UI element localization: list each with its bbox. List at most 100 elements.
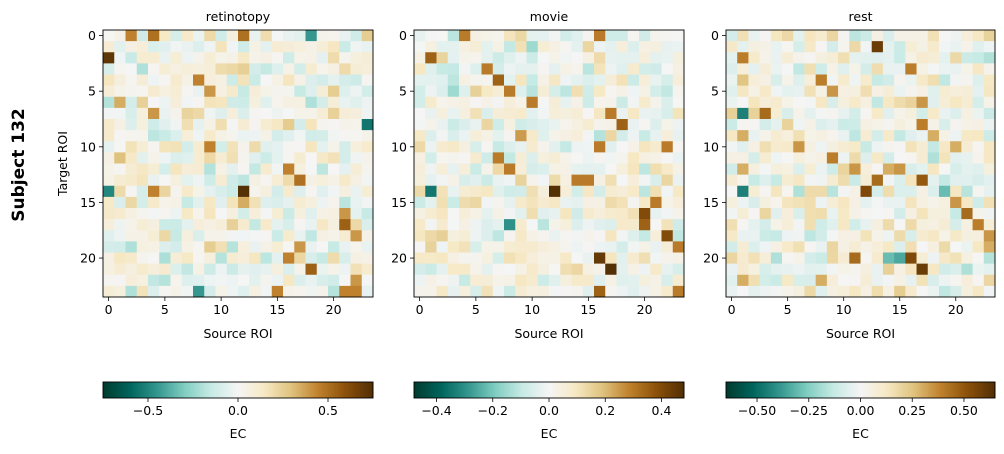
heatmap-cell: [425, 119, 437, 131]
heatmap-cell: [927, 263, 940, 276]
colorbar-segment: [925, 382, 929, 398]
heatmap-cell: [249, 74, 261, 86]
heatmap-cell: [950, 52, 962, 64]
heatmap-cell: [294, 63, 306, 75]
heatmap-cell: [838, 174, 850, 187]
colorbar-segment: [770, 382, 774, 398]
heatmap-cell: [726, 141, 738, 153]
heatmap-cell: [950, 285, 962, 298]
heatmap-cell: [249, 163, 261, 175]
heatmap-cell: [793, 52, 805, 64]
heatmap-cell: [515, 252, 527, 264]
heatmap-cell: [672, 263, 685, 276]
heatmap-cell: [193, 263, 205, 276]
heatmap-cell: [350, 241, 363, 253]
heatmap-cell: [425, 263, 437, 276]
heatmap-cell: [181, 63, 194, 75]
heatmap-cell: [905, 52, 917, 64]
colorbar-segment: [795, 382, 799, 398]
heatmap-cell: [726, 41, 738, 53]
colorbar-segment: [526, 382, 530, 398]
heatmap-cell: [271, 219, 284, 231]
colorbar-segment: [107, 382, 111, 398]
heatmap-cell: [961, 174, 973, 187]
colorbar-segment: [934, 382, 938, 398]
heatmap-cell: [983, 196, 996, 209]
heatmap-cell: [737, 219, 749, 231]
heatmap-cell: [316, 219, 329, 231]
heatmap-cell: [838, 152, 850, 164]
heatmap-cell: [271, 252, 284, 264]
heatmap-cell: [204, 130, 216, 142]
heatmap-cell: [283, 41, 295, 53]
heatmap-cell: [114, 230, 126, 242]
heatmap-cell: [148, 141, 160, 153]
heatmap-cell: [271, 130, 284, 142]
heatmap-cell: [226, 130, 239, 142]
heatmap-cell: [815, 163, 828, 175]
heatmap-cell: [737, 52, 749, 64]
heatmap-cell: [549, 119, 561, 131]
heatmap-cell: [361, 196, 374, 209]
heatmap-cell: [170, 163, 183, 175]
heatmap-cell: [737, 263, 749, 276]
heatmap-cell: [193, 130, 205, 142]
heatmap-cell: [114, 285, 126, 298]
x-tick-label: 20: [637, 302, 653, 317]
heatmap-cell: [594, 141, 606, 153]
heatmap-cell: [260, 152, 273, 164]
row-label: Subject 132: [9, 108, 29, 221]
heatmap-cell: [582, 130, 595, 142]
heatmap-cell: [916, 274, 929, 287]
x-tick-label: 0: [416, 302, 424, 317]
heatmap-cell: [938, 185, 951, 198]
heatmap-cell: [136, 241, 149, 253]
heatmap-cell: [983, 163, 996, 175]
heatmap-cell: [650, 208, 662, 220]
heatmap-cell: [849, 196, 861, 209]
heatmap-cell: [339, 52, 351, 64]
heatmap-cell: [103, 252, 115, 264]
heatmap-cell: [826, 219, 839, 231]
colorbar-segment: [835, 382, 839, 398]
heatmap-cell: [170, 63, 183, 75]
heatmap-cell: [616, 274, 629, 287]
heatmap-cell: [759, 107, 772, 120]
heatmap-cell: [159, 263, 171, 276]
heatmap-cell: [436, 185, 449, 198]
colorbar-segment: [815, 382, 819, 398]
heatmap-cell: [159, 85, 171, 98]
heatmap-cell: [916, 285, 929, 298]
colorbar-segment: [256, 382, 259, 398]
heatmap-cell: [238, 107, 250, 120]
colorbar-segment: [591, 382, 595, 398]
y-tick-label: 5: [88, 84, 96, 99]
colorbar-segment: [663, 382, 667, 398]
heatmap-cell: [294, 130, 306, 142]
heatmap-cell: [537, 163, 550, 175]
heatmap-cell: [425, 185, 437, 198]
heatmap-cell: [560, 74, 572, 86]
heatmap-cell: [961, 41, 973, 53]
x-tick-label: 20: [948, 302, 964, 317]
colorbar-segment: [213, 382, 216, 398]
heatmap-cell: [481, 141, 494, 153]
heatmap-cell: [492, 252, 505, 264]
heatmap-cell: [650, 252, 662, 264]
heatmap-cell: [305, 163, 318, 175]
colorbar-segment: [813, 382, 817, 398]
colorbar-segment: [269, 382, 273, 398]
heatmap-cell: [571, 30, 584, 42]
heatmap-cell: [136, 30, 149, 42]
heatmap-cell: [125, 263, 138, 276]
heatmap-cell: [582, 196, 595, 209]
heatmap-cell: [650, 241, 662, 253]
colorbar-tick-label: −0.4: [421, 403, 451, 418]
heatmap-cell: [504, 85, 516, 98]
heatmap-cell: [148, 52, 160, 64]
heatmap-cell: [260, 30, 273, 42]
heatmap-cell: [125, 119, 138, 131]
heatmap-cell: [616, 85, 629, 98]
heatmap-cell: [425, 74, 437, 86]
heatmap-cell: [193, 174, 205, 187]
